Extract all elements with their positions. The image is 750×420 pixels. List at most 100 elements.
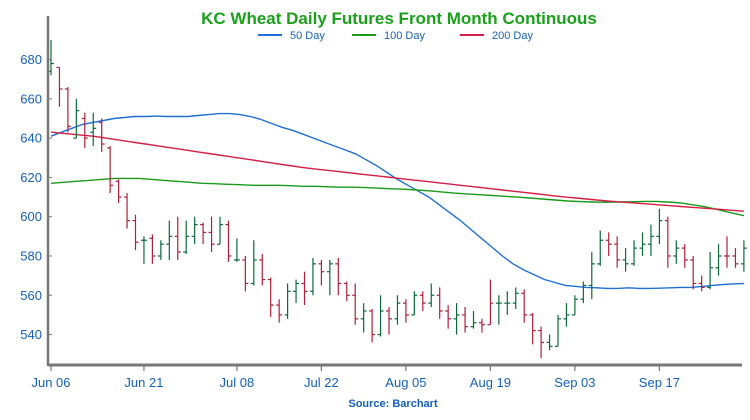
x-tick-label-42: Aug 05 xyxy=(385,375,426,390)
price-bar-72 xyxy=(647,224,654,256)
price-bar-27 xyxy=(267,277,274,317)
price-bar-45 xyxy=(419,291,426,311)
y-tick-label-620: 620 xyxy=(20,170,42,185)
x-tick-label-72: Sep 17 xyxy=(639,375,680,390)
legend: 50 Day 100 Day 200 Day xyxy=(258,30,533,42)
price-bar-15 xyxy=(166,220,173,260)
price-bar-71 xyxy=(639,232,646,256)
price-bar-64 xyxy=(580,281,587,304)
legend-label-3: 200 Day xyxy=(492,30,533,42)
price-bar-16 xyxy=(174,216,181,260)
price-bar-41 xyxy=(386,307,392,335)
chart-title: KC Wheat Daily Futures Front Month Conti… xyxy=(201,9,597,28)
price-bar-38 xyxy=(360,303,367,333)
price-bar-33 xyxy=(318,259,325,286)
price-bar-53 xyxy=(487,279,494,326)
price-bar-69 xyxy=(622,248,629,272)
price-bar-75 xyxy=(673,240,680,264)
price-bar-67 xyxy=(605,232,612,256)
price-bar-8 xyxy=(107,145,114,194)
price-bar-24 xyxy=(242,255,249,292)
price-bar-56 xyxy=(512,287,519,310)
ma-line-2 xyxy=(50,177,745,217)
price-bar-58 xyxy=(529,312,536,345)
price-bar-43 xyxy=(402,299,409,323)
price-bar-11 xyxy=(132,214,139,251)
price-bar-3 xyxy=(64,87,71,133)
price-bar-17 xyxy=(183,220,190,255)
price-bar-14 xyxy=(157,240,164,260)
price-bar-46 xyxy=(428,283,435,308)
price-bars xyxy=(48,39,747,359)
price-bar-31 xyxy=(301,271,308,306)
price-bar-5 xyxy=(81,112,88,148)
x-tick-label-22: Jul 08 xyxy=(220,375,255,390)
price-bar-32 xyxy=(309,257,316,296)
price-bar-26 xyxy=(259,254,266,286)
price-bar-73 xyxy=(656,208,663,245)
price-bar-42 xyxy=(394,295,401,325)
price-bar-57 xyxy=(521,289,528,323)
x-tick-label-52: Aug 19 xyxy=(470,375,511,390)
price-bar-59 xyxy=(538,326,545,359)
price-bar-18 xyxy=(191,216,198,245)
price-bar-9 xyxy=(115,179,122,203)
price-bar-28 xyxy=(276,299,283,323)
price-bar-83 xyxy=(740,240,747,272)
price-bar-76 xyxy=(681,244,688,268)
x-tick-label-11: Jun 21 xyxy=(124,375,163,390)
price-bar-74 xyxy=(664,216,671,268)
price-bar-7 xyxy=(98,118,105,152)
price-bar-78 xyxy=(698,275,705,292)
y-tick-label-660: 660 xyxy=(20,91,42,106)
moving-average-layer xyxy=(50,112,745,290)
y-tick-label-540: 540 xyxy=(20,327,42,342)
source-label: Source: Barchart xyxy=(348,398,438,410)
price-bar-61 xyxy=(555,314,561,347)
price-bar-79 xyxy=(707,252,714,290)
y-tick-label-680: 680 xyxy=(20,52,42,67)
ma-line-1 xyxy=(50,112,744,290)
price-bar-49 xyxy=(453,303,460,335)
price-bar-21 xyxy=(217,216,223,245)
legend-label-2: 100 Day xyxy=(384,30,425,42)
price-bar-82 xyxy=(732,248,739,268)
price-bar-4 xyxy=(73,98,80,139)
price-bar-2 xyxy=(56,66,63,107)
ma-line-3 xyxy=(50,131,744,212)
price-bar-22 xyxy=(225,220,232,262)
legend-label-1: 50 Day xyxy=(290,30,325,42)
price-bar-54 xyxy=(495,295,502,325)
price-bar-23 xyxy=(233,238,240,262)
price-bar-51 xyxy=(470,310,477,329)
price-bar-48 xyxy=(445,305,452,329)
axes xyxy=(46,16,742,367)
price-bar-60 xyxy=(546,334,553,351)
price-bar-62 xyxy=(563,303,570,327)
y-tick-label-560: 560 xyxy=(20,288,42,303)
price-bar-35 xyxy=(335,257,342,296)
price-bar-25 xyxy=(250,240,257,286)
price-bar-29 xyxy=(284,283,291,319)
price-bar-34 xyxy=(326,259,333,296)
price-bar-10 xyxy=(124,193,131,229)
price-bar-52 xyxy=(478,318,485,333)
price-bar-12 xyxy=(140,236,147,264)
price-bar-6 xyxy=(90,112,97,146)
price-bar-44 xyxy=(411,291,418,316)
x-tick-label-32: Jul 22 xyxy=(304,375,339,390)
price-bar-37 xyxy=(352,283,359,325)
price-bar-66 xyxy=(597,230,604,266)
y-axis-ticks: 540 560 580 600 620 640 660 680 xyxy=(20,52,52,342)
price-bar-63 xyxy=(571,295,578,316)
price-bar-65 xyxy=(588,252,595,300)
price-bar-47 xyxy=(436,287,443,319)
x-tick-label-0: Jun 06 xyxy=(31,375,70,390)
price-bar-40 xyxy=(377,295,384,337)
price-bar-70 xyxy=(631,240,638,266)
price-bar-20 xyxy=(208,216,215,253)
price-bar-80 xyxy=(715,244,722,276)
price-bar-81 xyxy=(724,236,730,268)
price-bar-19 xyxy=(200,222,207,245)
price-bar-13 xyxy=(149,234,156,264)
